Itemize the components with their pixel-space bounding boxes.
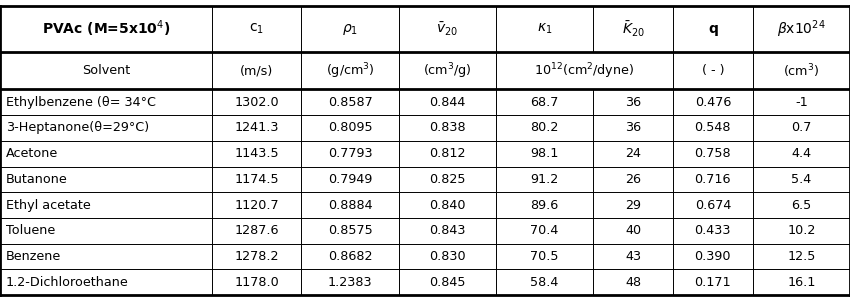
- Text: 1178.0: 1178.0: [235, 276, 279, 289]
- Text: 0.830: 0.830: [429, 250, 466, 263]
- Text: 0.716: 0.716: [694, 173, 731, 186]
- Text: 68.7: 68.7: [530, 96, 558, 109]
- Text: 0.390: 0.390: [694, 250, 731, 263]
- Text: Butanone: Butanone: [6, 173, 68, 186]
- Text: 0.8095: 0.8095: [328, 122, 372, 134]
- Text: 48: 48: [625, 276, 641, 289]
- Text: Solvent: Solvent: [82, 64, 130, 77]
- Text: 0.433: 0.433: [694, 224, 731, 237]
- Text: 26: 26: [625, 173, 641, 186]
- Text: 0.7949: 0.7949: [328, 173, 372, 186]
- Text: 40: 40: [625, 224, 641, 237]
- Text: 0.758: 0.758: [694, 147, 731, 160]
- Text: 0.844: 0.844: [429, 96, 466, 109]
- Text: 1174.5: 1174.5: [235, 173, 279, 186]
- Text: 0.8682: 0.8682: [328, 250, 372, 263]
- Text: 1.2383: 1.2383: [328, 276, 372, 289]
- Text: 5.4: 5.4: [791, 173, 812, 186]
- Text: 0.812: 0.812: [429, 147, 466, 160]
- Text: 1287.6: 1287.6: [235, 224, 279, 237]
- Text: 0.548: 0.548: [694, 122, 731, 134]
- Text: (cm$^3$/g): (cm$^3$/g): [423, 61, 472, 80]
- Text: q: q: [708, 22, 717, 36]
- Text: 0.838: 0.838: [429, 122, 466, 134]
- Text: 12.5: 12.5: [787, 250, 815, 263]
- Text: 89.6: 89.6: [530, 198, 558, 212]
- Text: 10.2: 10.2: [787, 224, 815, 237]
- Text: 24: 24: [625, 147, 641, 160]
- Text: 36: 36: [625, 122, 641, 134]
- Text: 0.7: 0.7: [791, 122, 812, 134]
- Text: 0.8587: 0.8587: [328, 96, 372, 109]
- Text: 0.171: 0.171: [694, 276, 731, 289]
- Text: -1: -1: [795, 96, 807, 109]
- Text: (cm$^3$): (cm$^3$): [783, 62, 819, 80]
- Text: 3-Heptanone(θ=29°C): 3-Heptanone(θ=29°C): [6, 122, 149, 134]
- Text: Benzene: Benzene: [6, 250, 61, 263]
- Text: (m/s): (m/s): [241, 64, 274, 77]
- Text: 10$^{12}$(cm$^2$/dyne): 10$^{12}$(cm$^2$/dyne): [535, 61, 635, 80]
- Text: 0.476: 0.476: [694, 96, 731, 109]
- Text: 0.845: 0.845: [429, 276, 466, 289]
- Text: 1143.5: 1143.5: [235, 147, 279, 160]
- Text: 6.5: 6.5: [791, 198, 812, 212]
- Text: $\beta$x10$^{24}$: $\beta$x10$^{24}$: [777, 18, 825, 40]
- Text: 70.4: 70.4: [530, 224, 558, 237]
- Text: $\bar{K}_{20}$: $\bar{K}_{20}$: [621, 19, 644, 39]
- Text: 1278.2: 1278.2: [235, 250, 279, 263]
- Text: 1241.3: 1241.3: [235, 122, 279, 134]
- Text: 0.8575: 0.8575: [328, 224, 372, 237]
- Text: 0.674: 0.674: [694, 198, 731, 212]
- Text: $\rho_1$: $\rho_1$: [342, 21, 358, 37]
- Text: (g/cm$^3$): (g/cm$^3$): [326, 61, 375, 80]
- Text: 1302.0: 1302.0: [235, 96, 279, 109]
- Text: Ethyl acetate: Ethyl acetate: [6, 198, 91, 212]
- Text: 1120.7: 1120.7: [235, 198, 279, 212]
- Text: 58.4: 58.4: [530, 276, 558, 289]
- Text: 0.843: 0.843: [429, 224, 466, 237]
- Text: ( - ): ( - ): [701, 64, 724, 77]
- Text: 80.2: 80.2: [530, 122, 558, 134]
- Text: 1.2-Dichloroethane: 1.2-Dichloroethane: [6, 276, 128, 289]
- Text: 91.2: 91.2: [530, 173, 558, 186]
- Text: 16.1: 16.1: [787, 276, 815, 289]
- Text: 4.4: 4.4: [791, 147, 812, 160]
- Text: Ethylbenzene (θ= 34°C: Ethylbenzene (θ= 34°C: [6, 96, 156, 109]
- Text: PVAc (M=5x10$^4$): PVAc (M=5x10$^4$): [42, 19, 170, 39]
- Text: 0.8884: 0.8884: [328, 198, 372, 212]
- Text: 0.7793: 0.7793: [328, 147, 372, 160]
- Text: Toluene: Toluene: [6, 224, 55, 237]
- Text: $\bar{v}_{20}$: $\bar{v}_{20}$: [436, 21, 458, 38]
- Text: c$_1$: c$_1$: [249, 22, 264, 36]
- Text: 70.5: 70.5: [530, 250, 558, 263]
- Text: Acetone: Acetone: [6, 147, 58, 160]
- Text: 0.825: 0.825: [429, 173, 466, 186]
- Text: 36: 36: [625, 96, 641, 109]
- Text: 29: 29: [625, 198, 641, 212]
- Text: 98.1: 98.1: [530, 147, 558, 160]
- Text: $\kappa_1$: $\kappa_1$: [537, 22, 553, 36]
- Text: 43: 43: [625, 250, 641, 263]
- Text: 0.840: 0.840: [429, 198, 466, 212]
